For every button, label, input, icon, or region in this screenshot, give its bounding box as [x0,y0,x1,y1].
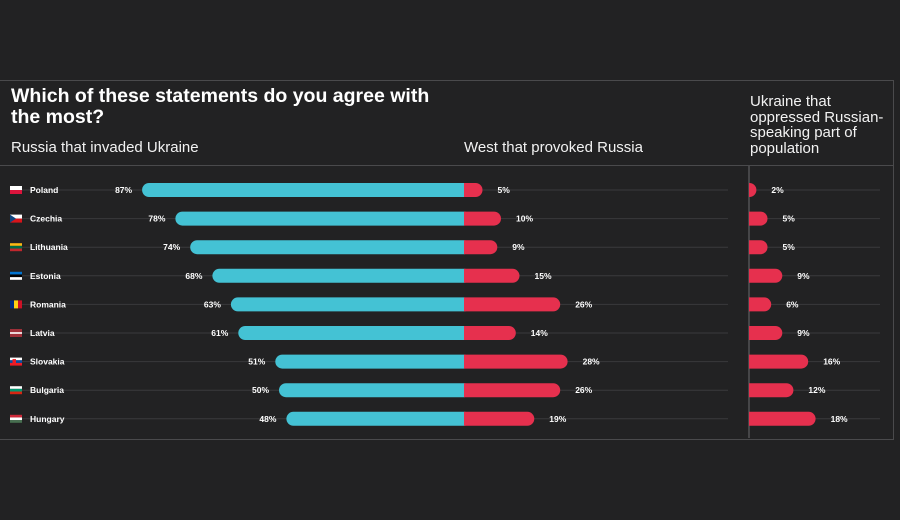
bar-oppressed [749,211,768,226]
bar-invaded [190,240,471,255]
country-label: Bulgaria [30,385,64,395]
value-label-provoked: 10% [516,214,533,224]
bar-invaded [212,268,471,283]
hungary-flag-icon [10,414,22,423]
bar-provoked [464,354,568,369]
bar-invaded [279,383,471,398]
romania-flag-icon [10,300,22,309]
slovakia-flag-icon [10,357,22,366]
value-label-oppressed: 9% [797,328,810,338]
value-label-oppressed: 2% [771,185,784,195]
bar-oppressed [749,268,783,283]
value-label-invaded: 74% [163,242,180,252]
latvia-flag-icon [10,329,22,337]
country-label: Hungary [30,414,65,424]
chart-title: Which of these statements do you agree w… [11,85,430,128]
country-label: Lithuania [30,242,68,252]
bar-oppressed [749,183,757,197]
value-label-provoked: 9% [512,242,525,252]
column-header-invaded: Russia that invaded Ukraine [11,139,199,156]
value-label-invaded: 63% [204,299,221,309]
bar-invaded [275,354,471,369]
column-header-oppressed: Ukraine that oppressed Russian-speaking … [750,93,884,157]
chart-panel [0,80,894,440]
value-label-oppressed: 6% [786,299,799,309]
bar-invaded [230,297,471,312]
value-label-invaded: 78% [148,214,165,224]
bar-provoked [464,411,535,426]
bar-oppressed [749,411,816,426]
bar-invaded [286,411,471,426]
country-label: Slovakia [30,357,65,367]
bar-provoked [464,183,483,197]
value-label-oppressed: 16% [823,357,840,367]
bar-invaded [238,326,471,340]
value-label-oppressed: 5% [783,242,796,252]
bar-oppressed [749,240,768,255]
bar-oppressed [749,297,772,312]
lithuania-flag-icon [10,243,22,252]
bar-invaded [175,211,471,226]
bar-provoked [464,383,561,398]
bar-oppressed [749,354,809,369]
value-label-provoked: 14% [531,328,548,338]
value-label-invaded: 68% [185,271,202,281]
bar-provoked [464,297,561,312]
country-label: Latvia [30,328,55,338]
bar-provoked [464,326,516,340]
bar-provoked [464,268,520,283]
value-label-provoked: 26% [575,299,592,309]
value-label-oppressed: 5% [783,214,796,224]
czechia-flag-icon [10,214,22,223]
value-label-provoked: 26% [575,385,592,395]
poland-flag-icon [10,186,22,194]
value-label-provoked: 28% [583,357,600,367]
value-label-invaded: 48% [259,414,276,424]
value-label-invaded: 51% [248,357,265,367]
estonia-flag-icon [10,271,22,280]
country-label: Poland [30,185,58,195]
country-label: Estonia [30,271,61,281]
column-header-provoked: West that provoked Russia [464,139,643,156]
value-label-provoked: 5% [498,185,511,195]
country-label: Czechia [30,214,62,224]
value-label-invaded: 50% [252,385,269,395]
bar-provoked [464,211,502,226]
value-label-provoked: 15% [535,271,552,281]
value-label-oppressed: 18% [831,414,848,424]
bar-invaded [142,183,471,197]
value-label-invaded: 61% [211,328,228,338]
country-label: Romania [30,299,66,309]
bulgaria-flag-icon [10,386,22,395]
bar-oppressed [749,326,783,340]
value-label-oppressed: 12% [808,385,825,395]
bar-oppressed [749,383,794,398]
header-divider [0,165,893,166]
value-label-invaded: 87% [115,185,132,195]
bar-provoked [464,240,498,255]
value-label-provoked: 19% [549,414,566,424]
value-label-oppressed: 9% [797,271,810,281]
